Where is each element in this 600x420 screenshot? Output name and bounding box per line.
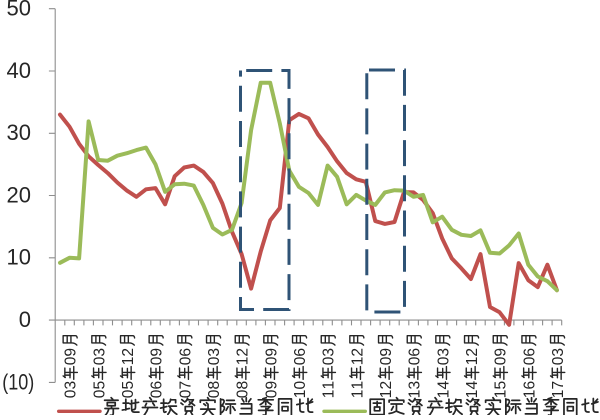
svg-text:0: 0 (63, 356, 80, 365)
svg-text:0: 0 (177, 356, 194, 365)
svg-text:10: 10 (7, 245, 31, 270)
svg-text:2: 2 (464, 348, 481, 357)
svg-text:1: 1 (349, 357, 366, 366)
svg-text:6: 6 (521, 348, 538, 357)
svg-text:0: 0 (120, 389, 137, 398)
svg-text:3: 3 (206, 348, 223, 357)
svg-text:0: 0 (206, 389, 223, 398)
svg-text:8: 8 (235, 381, 252, 390)
svg-text:0: 0 (91, 389, 108, 398)
svg-text:1: 1 (435, 390, 452, 399)
svg-text:0: 0 (177, 389, 194, 398)
svg-text:0: 0 (493, 356, 510, 365)
svg-text:0: 0 (521, 356, 538, 365)
svg-text:1: 1 (349, 390, 366, 399)
svg-text:4: 4 (464, 381, 481, 390)
svg-text:0: 0 (292, 381, 309, 390)
svg-text:1: 1 (407, 390, 424, 399)
svg-text:3: 3 (321, 348, 338, 357)
svg-text:6: 6 (292, 348, 309, 357)
svg-text:1: 1 (550, 390, 567, 399)
svg-text:7: 7 (550, 381, 567, 390)
svg-text:0: 0 (550, 356, 567, 365)
svg-text:0: 0 (263, 389, 280, 398)
svg-text:1: 1 (464, 357, 481, 366)
svg-text:2: 2 (349, 348, 366, 357)
svg-text:5: 5 (493, 381, 510, 390)
svg-text:20: 20 (7, 182, 31, 207)
svg-text:8: 8 (206, 381, 223, 390)
svg-text:0: 0 (235, 389, 252, 398)
svg-text:50: 50 (7, 0, 31, 21)
svg-text:7: 7 (177, 381, 194, 390)
svg-text:1: 1 (493, 390, 510, 399)
svg-text:1: 1 (292, 390, 309, 399)
svg-text:9: 9 (263, 348, 280, 357)
svg-text:0: 0 (91, 356, 108, 365)
svg-text:1: 1 (349, 381, 366, 390)
svg-text:0: 0 (292, 356, 309, 365)
svg-text:30: 30 (7, 120, 31, 145)
svg-text:0: 0 (206, 356, 223, 365)
svg-text:(10): (10) (2, 369, 34, 394)
svg-text:2: 2 (378, 381, 395, 390)
svg-text:6: 6 (177, 348, 194, 357)
svg-text:9: 9 (378, 348, 395, 357)
svg-text:0: 0 (149, 389, 166, 398)
svg-text:2: 2 (120, 348, 137, 357)
svg-text:3: 3 (63, 381, 80, 390)
svg-text:1: 1 (464, 390, 481, 399)
svg-text:3: 3 (91, 348, 108, 357)
svg-text:6: 6 (407, 348, 424, 357)
svg-text:1: 1 (321, 381, 338, 390)
svg-text:6: 6 (149, 381, 166, 390)
svg-text:0: 0 (435, 356, 452, 365)
svg-text:3: 3 (435, 348, 452, 357)
svg-text:4: 4 (435, 381, 452, 390)
svg-text:40: 40 (7, 58, 31, 83)
svg-text:0: 0 (63, 389, 80, 398)
svg-text:0: 0 (321, 356, 338, 365)
svg-text:5: 5 (91, 381, 108, 390)
svg-text:3: 3 (407, 381, 424, 390)
svg-text:2: 2 (235, 348, 252, 357)
svg-text:9: 9 (263, 381, 280, 390)
svg-text:0: 0 (19, 307, 31, 332)
svg-text:9: 9 (63, 348, 80, 357)
svg-text:9: 9 (149, 348, 166, 357)
svg-text:1: 1 (235, 357, 252, 366)
svg-text:1: 1 (521, 390, 538, 399)
svg-text:0: 0 (407, 356, 424, 365)
svg-text:1: 1 (378, 390, 395, 399)
svg-text:0: 0 (149, 356, 166, 365)
svg-text:1: 1 (120, 357, 137, 366)
svg-text:3: 3 (550, 348, 567, 357)
svg-text:0: 0 (378, 356, 395, 365)
svg-text:6: 6 (521, 381, 538, 390)
svg-text:9: 9 (493, 348, 510, 357)
svg-text:0: 0 (263, 356, 280, 365)
svg-text:1: 1 (321, 390, 338, 399)
svg-text:5: 5 (120, 381, 137, 390)
